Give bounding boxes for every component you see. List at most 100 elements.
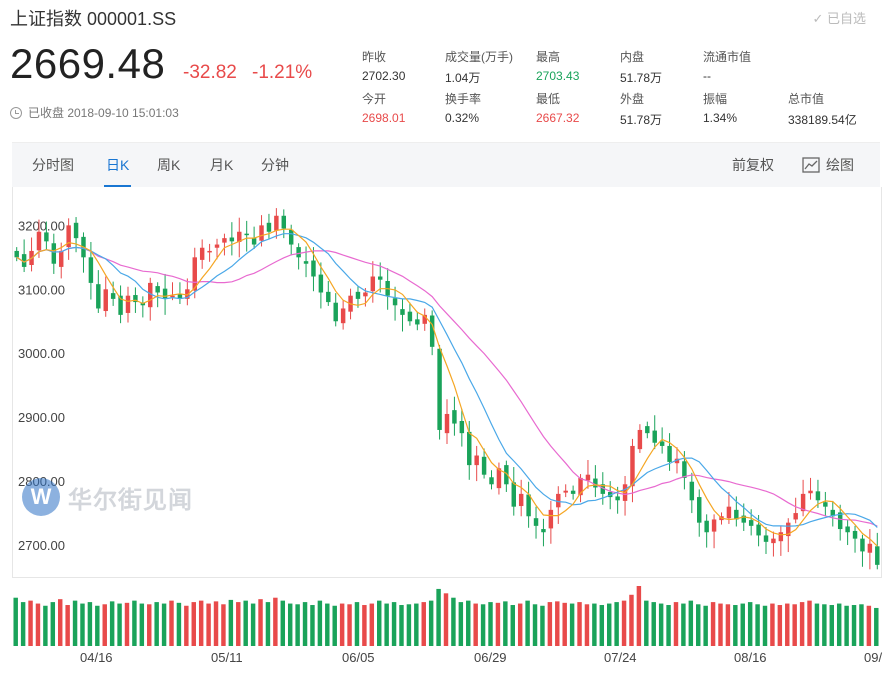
candle[interactable]: [326, 280, 331, 306]
candle[interactable]: [229, 222, 235, 256]
candle[interactable]: [162, 273, 168, 315]
candle[interactable]: [118, 285, 123, 324]
candle[interactable]: [296, 243, 301, 270]
candle[interactable]: [563, 484, 568, 498]
candle[interactable]: [222, 233, 227, 256]
candle[interactable]: [103, 276, 108, 317]
candle[interactable]: [237, 217, 242, 258]
candle[interactable]: [697, 489, 702, 537]
candle[interactable]: [771, 531, 776, 557]
candle[interactable]: [823, 491, 828, 516]
candle[interactable]: [875, 532, 880, 570]
candle[interactable]: [333, 293, 338, 327]
candle[interactable]: [518, 479, 524, 517]
candle[interactable]: [645, 421, 650, 439]
candle[interactable]: [58, 242, 64, 279]
candle[interactable]: [207, 243, 212, 262]
candle[interactable]: [852, 525, 858, 553]
tab-4[interactable]: 分钟: [261, 157, 289, 173]
candle[interactable]: [615, 486, 620, 514]
candle[interactable]: [392, 286, 398, 321]
candle[interactable]: [192, 247, 197, 299]
candle[interactable]: [444, 399, 450, 445]
candle[interactable]: [556, 486, 561, 524]
candle[interactable]: [244, 220, 249, 252]
tab-0[interactable]: 分时图: [32, 157, 74, 173]
candle[interactable]: [778, 526, 784, 556]
candle[interactable]: [496, 462, 502, 495]
candle[interactable]: [266, 213, 272, 239]
tab-3[interactable]: 月K: [210, 157, 234, 173]
candle[interactable]: [474, 445, 479, 482]
tab-1[interactable]: 日K: [103, 157, 132, 187]
candle[interactable]: [622, 475, 628, 516]
adjust-button[interactable]: 前复权: [732, 155, 774, 175]
candle[interactable]: [73, 217, 79, 253]
candlestick-svg[interactable]: 3200.003100.003000.002900.002800.002700.…: [13, 187, 881, 577]
candle[interactable]: [66, 218, 71, 260]
candle[interactable]: [81, 232, 86, 273]
candle[interactable]: [637, 424, 643, 453]
candle[interactable]: [711, 514, 717, 549]
candle[interactable]: [526, 481, 531, 528]
candle[interactable]: [177, 282, 183, 304]
candle[interactable]: [800, 479, 806, 517]
candle[interactable]: [467, 421, 472, 480]
candle[interactable]: [429, 310, 435, 356]
candle[interactable]: [459, 408, 465, 447]
candle[interactable]: [155, 282, 160, 308]
candle[interactable]: [140, 296, 146, 318]
candle[interactable]: [481, 448, 487, 479]
candle[interactable]: [44, 221, 49, 251]
candle[interactable]: [340, 300, 346, 330]
draw-button[interactable]: 绘图: [802, 155, 854, 175]
candle[interactable]: [763, 527, 769, 554]
candle[interactable]: [860, 534, 865, 567]
watchlist-button[interactable]: ✓ 已自选: [812, 11, 866, 26]
tab-2[interactable]: 周K: [157, 157, 181, 173]
candle[interactable]: [110, 281, 116, 306]
candle[interactable]: [808, 477, 813, 500]
candle[interactable]: [570, 485, 576, 500]
candle[interactable]: [318, 262, 324, 309]
candle[interactable]: [14, 247, 19, 262]
candle[interactable]: [541, 518, 546, 547]
candle[interactable]: [355, 286, 361, 308]
candle[interactable]: [704, 514, 709, 548]
candle[interactable]: [867, 529, 873, 570]
candle[interactable]: [585, 460, 591, 489]
candle[interactable]: [407, 302, 413, 326]
candle[interactable]: [815, 479, 821, 508]
candle[interactable]: [199, 239, 205, 269]
candle[interactable]: [185, 278, 190, 306]
candle[interactable]: [437, 344, 442, 440]
candle[interactable]: [667, 433, 672, 471]
candle[interactable]: [274, 208, 279, 239]
candle[interactable]: [786, 518, 791, 553]
candle[interactable]: [489, 470, 494, 490]
candle[interactable]: [21, 239, 27, 273]
candle[interactable]: [214, 238, 220, 260]
candle[interactable]: [511, 467, 516, 516]
candle[interactable]: [548, 500, 554, 544]
candle[interactable]: [845, 520, 850, 546]
candle[interactable]: [689, 472, 695, 514]
candle[interactable]: [630, 438, 635, 503]
candle[interactable]: [452, 396, 457, 436]
candlestick-chart[interactable]: 3200.003100.003000.002900.002800.002700.…: [12, 187, 882, 578]
candle[interactable]: [726, 491, 732, 524]
candle[interactable]: [504, 460, 509, 492]
candle[interactable]: [378, 262, 383, 293]
candle[interactable]: [830, 500, 836, 527]
candle[interactable]: [148, 277, 153, 321]
candle[interactable]: [303, 246, 309, 278]
candle[interactable]: [400, 298, 405, 332]
candle[interactable]: [415, 311, 420, 331]
candle[interactable]: [593, 465, 598, 498]
candle[interactable]: [370, 261, 376, 303]
candle[interactable]: [652, 415, 657, 450]
candle[interactable]: [533, 506, 539, 539]
candle[interactable]: [793, 497, 798, 524]
candle[interactable]: [96, 270, 101, 313]
candle[interactable]: [837, 504, 843, 541]
